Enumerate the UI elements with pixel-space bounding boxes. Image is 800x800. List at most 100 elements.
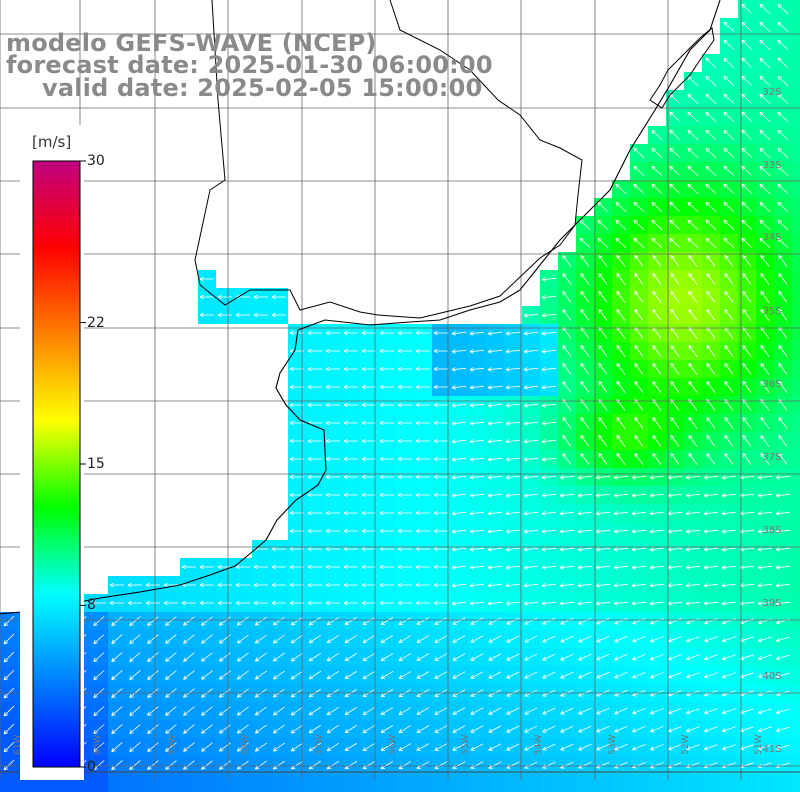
wind-arrow bbox=[3, 723, 15, 735]
wind-arrow bbox=[362, 652, 376, 662]
wind-arrow bbox=[632, 671, 646, 679]
wind-arrow bbox=[724, 416, 734, 429]
wind-arrow bbox=[3, 669, 15, 681]
colorbar-tick-label: 22 bbox=[87, 314, 105, 331]
wind-arrow bbox=[236, 616, 249, 626]
wind-arrow bbox=[775, 475, 791, 480]
wind-arrow bbox=[165, 652, 177, 662]
wind-arrow bbox=[129, 616, 141, 626]
wind-arrow bbox=[706, 308, 716, 321]
wind-arrow bbox=[614, 653, 628, 661]
wind-arrow bbox=[129, 724, 141, 734]
wind-arrow bbox=[579, 219, 591, 231]
wind-arrow bbox=[741, 39, 753, 51]
wind-arrow bbox=[433, 348, 448, 354]
wind-arrow bbox=[361, 438, 376, 444]
wind-arrow bbox=[757, 475, 773, 480]
wind-arrow bbox=[721, 583, 737, 588]
wind-arrow bbox=[272, 670, 285, 680]
wind-arrow bbox=[595, 493, 611, 498]
wind-arrow bbox=[598, 272, 608, 285]
wind-arrow bbox=[433, 384, 448, 390]
wind-arrow bbox=[541, 385, 557, 390]
longitude-label: 57W bbox=[315, 735, 325, 755]
wind-arrow bbox=[398, 653, 412, 661]
wind-arrow bbox=[523, 331, 539, 336]
wind-arrow bbox=[634, 434, 644, 447]
wind-arrow bbox=[397, 510, 412, 516]
latitude-label: 37S bbox=[762, 452, 781, 463]
wind-arrow bbox=[93, 652, 105, 663]
wind-arrow bbox=[523, 457, 539, 462]
wind-arrow bbox=[542, 671, 556, 679]
wind-cell bbox=[792, 36, 800, 54]
wind-arrow bbox=[704, 636, 718, 643]
wind-arrow bbox=[290, 724, 304, 734]
wind-arrow bbox=[760, 416, 770, 429]
wind-arrow bbox=[670, 362, 680, 375]
wind-arrow bbox=[541, 349, 557, 354]
wind-arrow bbox=[362, 634, 376, 644]
wind-arrow bbox=[778, 434, 788, 447]
wind-arrow bbox=[724, 362, 734, 375]
wind-arrow bbox=[380, 617, 394, 626]
wind-arrow bbox=[469, 601, 485, 606]
wind-arrow bbox=[129, 652, 141, 662]
wind-arrow bbox=[451, 367, 467, 372]
wind-arrow bbox=[199, 276, 214, 282]
wind-cell bbox=[108, 774, 126, 792]
wind-arrow bbox=[451, 493, 467, 498]
wind-arrow bbox=[634, 416, 644, 429]
wind-cell bbox=[792, 504, 800, 522]
wind-arrow bbox=[253, 294, 268, 300]
wind-arrow bbox=[759, 75, 771, 87]
wind-arrow bbox=[145, 582, 160, 588]
forecast-date: forecast date: 2025-01-30 06:00:00 bbox=[6, 51, 493, 79]
wind-arrows bbox=[3, 3, 791, 771]
wind-arrow bbox=[634, 254, 644, 267]
wind-arrow bbox=[631, 475, 647, 480]
latitude-label: 40S bbox=[762, 671, 781, 682]
wind-arrow bbox=[398, 707, 412, 715]
wind-arrow bbox=[307, 582, 322, 588]
wind-arrow bbox=[415, 366, 430, 372]
wind-arrow bbox=[362, 742, 376, 752]
wind-cell bbox=[792, 702, 800, 720]
wind-arrow bbox=[307, 510, 322, 516]
wind-arrow bbox=[723, 93, 735, 105]
wind-cell bbox=[594, 774, 612, 792]
wind-arrow bbox=[723, 57, 735, 69]
wind-arrow bbox=[580, 254, 590, 267]
wind-arrow bbox=[397, 564, 412, 570]
wind-arrow bbox=[505, 547, 521, 552]
wind-arrow bbox=[596, 707, 610, 715]
wind-arrow bbox=[687, 201, 699, 213]
wind-arrow bbox=[759, 165, 771, 177]
wind-arrow bbox=[616, 380, 626, 393]
wind-arrow bbox=[523, 493, 539, 498]
wind-arrow bbox=[523, 313, 539, 318]
latitude-label: 33S bbox=[762, 160, 781, 171]
wind-arrow bbox=[670, 434, 680, 447]
wind-arrow bbox=[595, 475, 611, 480]
wind-arrow bbox=[705, 129, 717, 141]
wind-arrow bbox=[723, 237, 735, 249]
wind-arrow bbox=[703, 529, 719, 534]
wind-arrow bbox=[93, 724, 105, 735]
wind-arrow bbox=[649, 565, 665, 570]
wind-arrow bbox=[705, 183, 717, 195]
wind-arrow bbox=[668, 726, 682, 733]
wind-arrow bbox=[415, 564, 430, 570]
wind-arrow bbox=[703, 475, 719, 480]
wind-arrow bbox=[181, 600, 196, 606]
wind-arrow bbox=[652, 416, 662, 429]
wind-arrow bbox=[325, 402, 340, 408]
wind-arrow bbox=[433, 438, 448, 444]
wind-arrow bbox=[433, 330, 448, 336]
wind-arrow bbox=[343, 348, 358, 354]
wind-arrow bbox=[272, 724, 285, 734]
wind-cell bbox=[720, 774, 738, 792]
wind-arrow bbox=[577, 475, 593, 480]
wind-arrow bbox=[649, 601, 665, 606]
wind-arrow bbox=[633, 183, 645, 195]
